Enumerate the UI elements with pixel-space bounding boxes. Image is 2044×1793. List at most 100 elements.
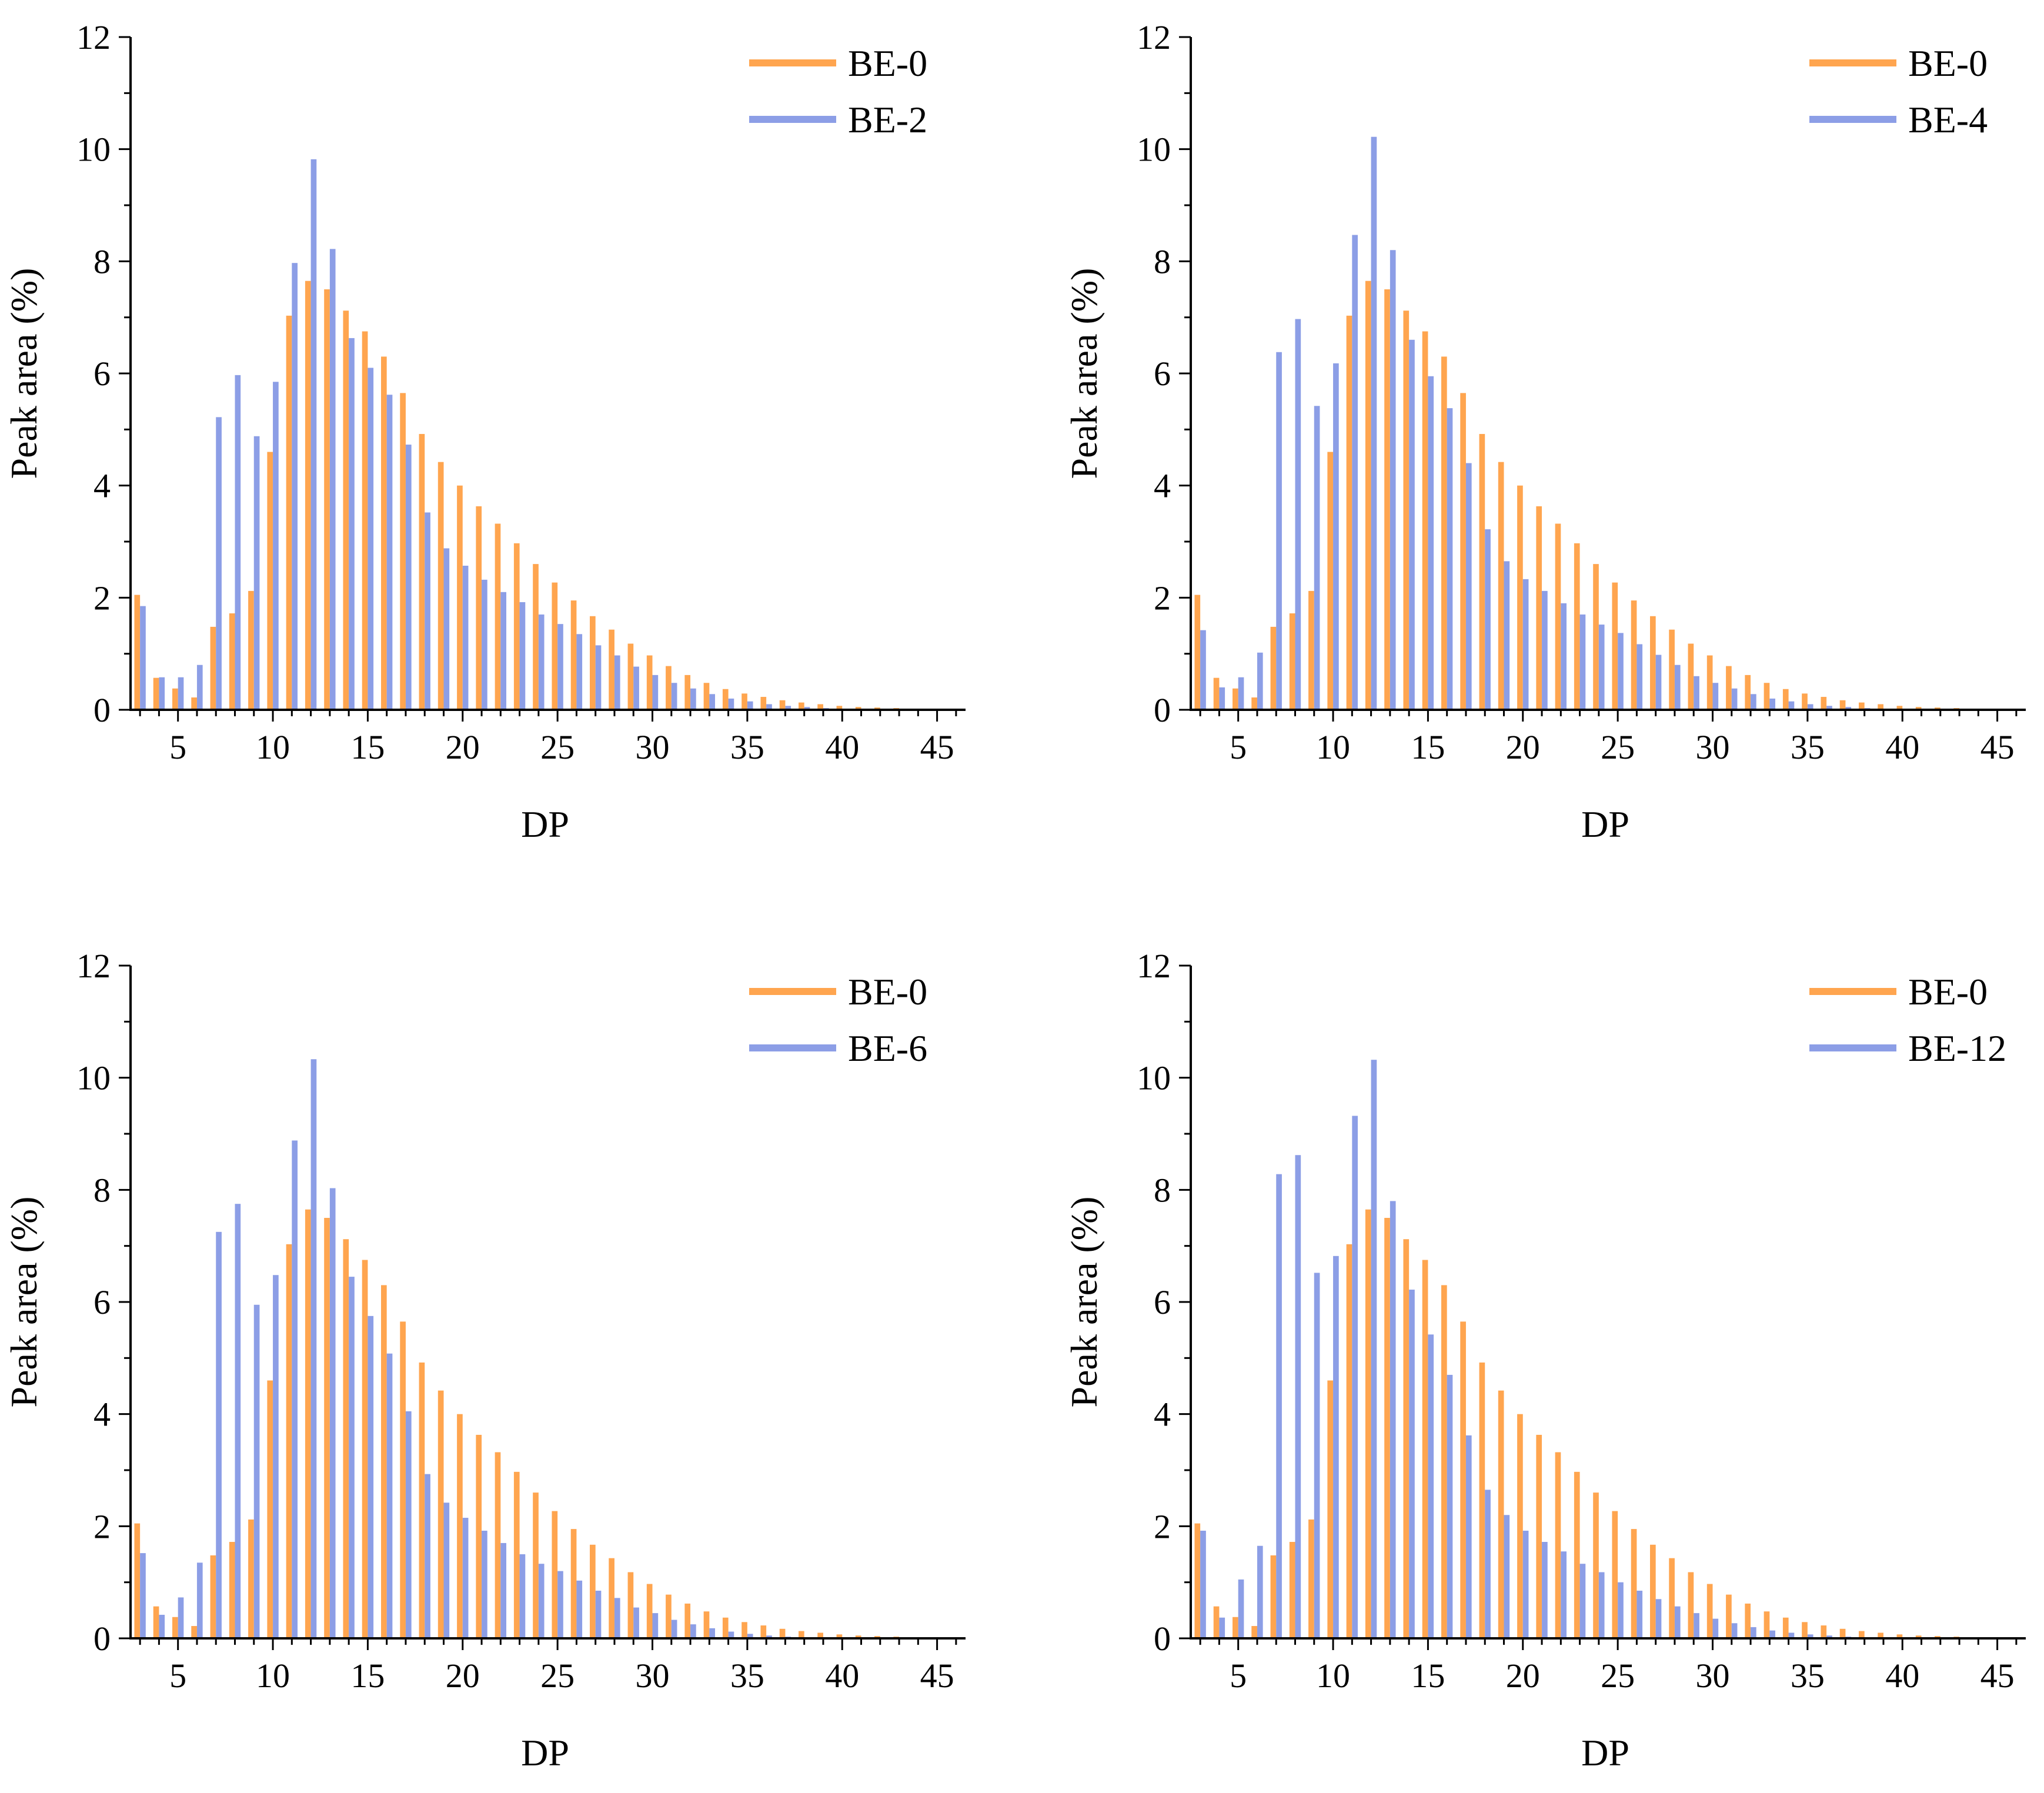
bar-BE-4-dp-19 (1504, 561, 1510, 710)
bar-BE-0-dp-4 (1213, 1606, 1220, 1638)
y-tick-label: 0 (93, 1620, 111, 1658)
bar-BE-2-dp-35 (747, 701, 753, 710)
bar-BE-12-dp-13 (1390, 1201, 1396, 1638)
bar-BE-0-dp-8 (229, 613, 235, 710)
bar-BE-4-dp-3 (1200, 630, 1206, 710)
series-BE-0 (1194, 281, 1998, 710)
legend-label: BE-2 (848, 99, 927, 141)
x-tick-label: 45 (920, 728, 954, 766)
bar-BE-0-dp-40 (1896, 1634, 1903, 1638)
bar-BE-12-dp-24 (1598, 1572, 1605, 1638)
bar-BE-2-dp-34 (728, 698, 734, 710)
bar-BE-0-dp-40 (1896, 706, 1903, 710)
chart-panel-3: 5 10 15 20 25 30 35 40 45 0 2 4 6 8 10 12 DP Peak area (%… (3, 947, 966, 1774)
bar-BE-6-dp-10 (273, 1275, 279, 1638)
bar-BE-4-dp-30 (1712, 683, 1719, 710)
bar-BE-0-dp-32 (684, 1603, 691, 1638)
bar-BE-4-dp-12 (1371, 136, 1377, 710)
bar-BE-2-dp-24 (538, 614, 545, 710)
x-tick-label: 15 (1411, 728, 1445, 766)
bar-BE-6-dp-12 (310, 1059, 317, 1638)
bar-BE-2-dp-7 (216, 417, 222, 710)
bar-BE-0-dp-23 (1574, 1471, 1580, 1638)
bar-BE-0-dp-20 (457, 1414, 463, 1638)
y-tick-label: 4 (1154, 467, 1171, 505)
bar-BE-0-dp-21 (1536, 506, 1542, 710)
bar-BE-0-dp-14 (343, 310, 349, 710)
bar-BE-0-dp-7 (1270, 1555, 1277, 1638)
bar-BE-0-dp-37 (779, 1628, 786, 1638)
bar-BE-0-dp-31 (666, 1594, 672, 1638)
bar-BE-4-dp-36 (1826, 706, 1832, 710)
bar-BE-0-dp-17 (400, 1321, 406, 1638)
bar-BE-6-dp-5 (178, 1597, 184, 1638)
bar-BE-0-dp-22 (495, 523, 501, 710)
bar-BE-0-dp-20 (1517, 485, 1523, 710)
y-tick-label: 4 (93, 1395, 111, 1434)
series-BE-2 (140, 159, 886, 710)
bar-BE-0-dp-37 (779, 700, 786, 710)
bar-BE-0-dp-11 (1346, 1244, 1352, 1638)
bar-BE-0-dp-16 (381, 356, 387, 710)
bar-BE-12-dp-35 (1807, 1634, 1813, 1638)
bar-BE-0-dp-3 (134, 595, 141, 710)
bar-BE-0-dp-38 (1859, 702, 1865, 710)
bar-BE-6-dp-25 (557, 1571, 563, 1638)
bar-BE-0-dp-34 (1782, 689, 1789, 710)
bar-BE-2-dp-30 (652, 675, 659, 710)
series-BE-4 (1200, 136, 1928, 710)
y-tick-label: 0 (1154, 691, 1171, 729)
bar-BE-12-dp-21 (1542, 1542, 1548, 1638)
x-tick-label: 40 (1885, 728, 1919, 766)
bar-BE-12-dp-11 (1352, 1116, 1358, 1638)
bar-BE-0-dp-19 (1498, 1390, 1504, 1638)
bar-BE-0-dp-15 (1422, 331, 1428, 710)
bar-BE-0-dp-34 (722, 689, 729, 710)
bar-BE-0-dp-24 (533, 564, 539, 710)
bar-BE-4-dp-27 (1655, 655, 1662, 710)
bar-BE-0-dp-8 (229, 1542, 235, 1638)
y-axis-title: Peak area (%) (3, 268, 45, 479)
y-tick-label: 10 (76, 131, 111, 169)
bar-BE-4-dp-29 (1694, 676, 1699, 710)
bar-BE-0-dp-28 (609, 1558, 614, 1638)
bar-BE-6-dp-32 (690, 1624, 696, 1638)
bar-BE-0-dp-28 (1669, 629, 1675, 710)
bar-BE-0-dp-24 (1593, 1493, 1599, 1638)
bar-BE-2-dp-14 (349, 338, 355, 710)
bar-BE-4-dp-24 (1598, 625, 1605, 710)
series-BE-0 (1194, 1209, 1998, 1638)
bar-BE-0-dp-38 (799, 702, 804, 710)
bar-BE-0-dp-14 (1403, 310, 1410, 710)
y-axis-title: Peak area (%) (1063, 1197, 1105, 1408)
bar-BE-2-dp-5 (178, 677, 184, 710)
x-tick-label: 15 (1411, 1657, 1445, 1695)
bar-BE-0-dp-40 (836, 706, 843, 710)
bar-BE-0-dp-23 (1574, 543, 1580, 710)
bar-BE-0-dp-37 (1839, 1628, 1846, 1638)
bar-BE-2-dp-18 (425, 512, 430, 710)
bar-BE-0-dp-21 (476, 506, 482, 710)
x-tick-label: 40 (1885, 1657, 1919, 1695)
bar-BE-2-dp-27 (595, 645, 602, 710)
bar-BE-6-dp-26 (576, 1580, 583, 1638)
bar-BE-0-dp-5 (172, 1617, 178, 1638)
bar-BE-0-dp-19 (1498, 462, 1504, 710)
bar-BE-4-dp-9 (1314, 406, 1320, 710)
bar-BE-4-dp-10 (1333, 363, 1339, 710)
bar-BE-2-dp-3 (140, 606, 146, 710)
bar-BE-0-dp-15 (362, 1260, 368, 1638)
bar-BE-0-dp-6 (1251, 697, 1257, 710)
legend-label: BE-4 (1908, 99, 1988, 141)
bar-BE-0-dp-14 (1403, 1239, 1410, 1638)
x-tick-label: 5 (169, 728, 186, 766)
bar-BE-6-dp-13 (329, 1188, 336, 1638)
bar-BE-0-dp-8 (1289, 1542, 1295, 1638)
bar-BE-0-dp-4 (153, 1606, 159, 1638)
y-tick-label: 8 (93, 1171, 111, 1209)
bar-BE-0-dp-37 (1839, 700, 1846, 710)
bar-BE-0-dp-33 (703, 683, 710, 710)
bar-BE-0-dp-14 (343, 1239, 349, 1638)
